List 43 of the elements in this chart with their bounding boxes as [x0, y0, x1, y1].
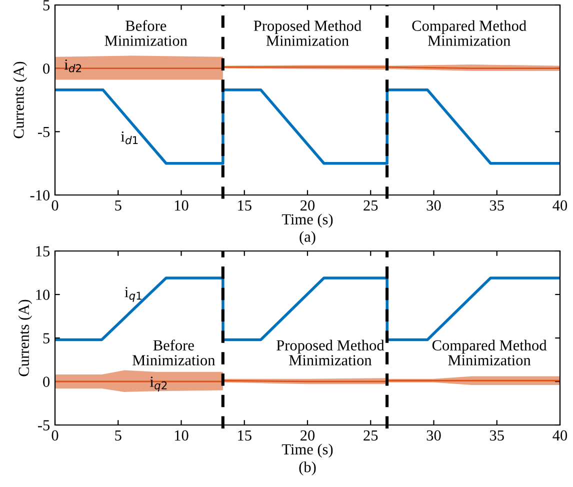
x-axis-title: Time (s) — [282, 444, 333, 458]
y-tick-label: 15 — [36, 246, 50, 256]
annotation: Compared Method Minimization — [412, 20, 526, 46]
y-tick-label: -5 — [38, 420, 50, 430]
x-tick-label: 10 — [174, 430, 188, 441]
x-tick-label: 40 — [552, 200, 568, 211]
x-tick-label: 0 — [52, 430, 58, 441]
annotation: Compared Method Minimization — [432, 340, 547, 366]
x-tick-label: 5 — [115, 430, 122, 441]
x-tick-label: 35 — [490, 200, 504, 211]
y-tick-label: 5 — [43, 0, 50, 10]
y-tick-label: -5 — [38, 126, 50, 138]
annotation: Proposed Method Minimization — [254, 20, 362, 46]
y-tick-label: 10 — [36, 290, 50, 300]
x-tick-label: 30 — [426, 430, 441, 441]
y-tick-label: 0 — [43, 376, 50, 387]
x-tick-label: 5 — [115, 200, 122, 211]
y-axis-title: Currents (A) — [13, 62, 27, 138]
annotation: Proposed Method Minimization — [276, 340, 384, 366]
series-label: i$_{d1}$ — [120, 131, 138, 144]
x-tick-label: 0 — [52, 200, 58, 211]
text: (a) — [300, 231, 316, 245]
series-label: i$_{d2}$ — [64, 59, 82, 72]
annotation: Before Minimization — [104, 20, 188, 46]
annotation: Before Minimization — [132, 340, 216, 366]
x-axis-title: Time (s) — [282, 214, 333, 228]
y-axis-title: Currents (A) — [18, 300, 32, 376]
x-tick-label: 20 — [300, 430, 315, 441]
x-tick-label: 20 — [300, 200, 315, 211]
y-tick-label: 0 — [43, 63, 50, 74]
x-tick-label: 40 — [552, 430, 568, 441]
x-tick-label: 25 — [364, 430, 378, 441]
x-tick-label: 15 — [238, 430, 252, 441]
x-tick-label: 25 — [364, 200, 378, 211]
x-tick-label: 35 — [490, 430, 504, 441]
y-tick-label: -10 — [30, 190, 50, 200]
series-label: i$_{q2}$ — [150, 376, 167, 392]
series-label: i$_{q1}$ — [124, 287, 142, 302]
x-tick-label: 15 — [238, 200, 252, 211]
y-tick-label: 5 — [43, 333, 50, 344]
text: (b) — [299, 462, 316, 476]
x-tick-label: 30 — [426, 200, 441, 211]
x-tick-label: 10 — [174, 200, 188, 211]
